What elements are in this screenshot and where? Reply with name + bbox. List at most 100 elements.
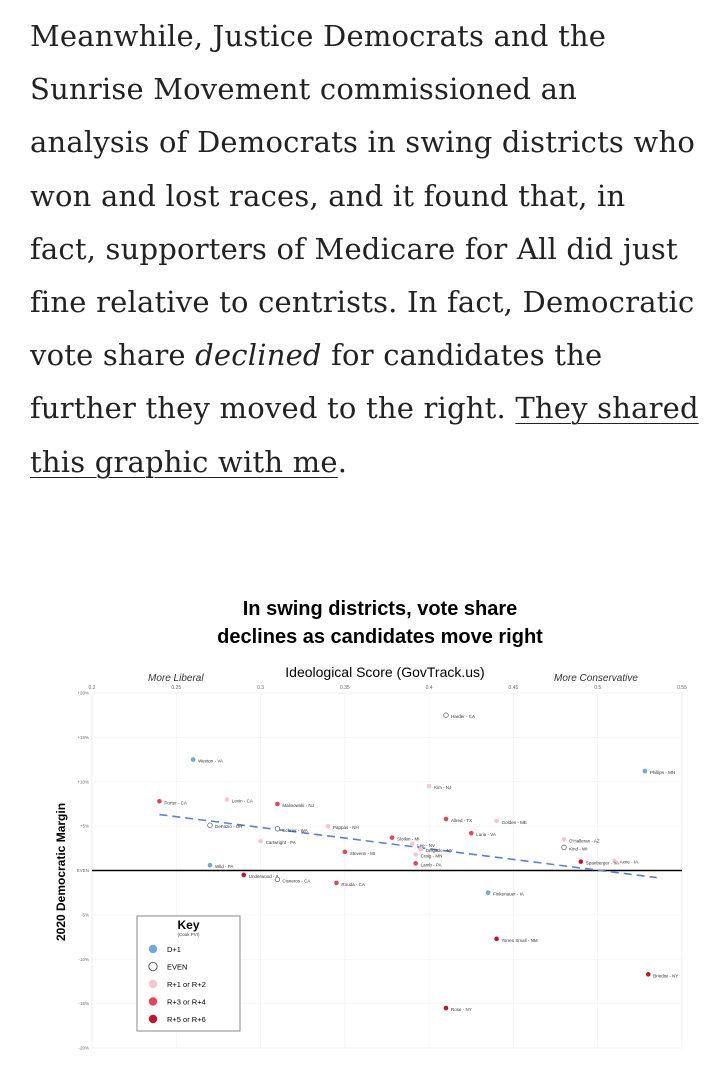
y-tick-label: -15% xyxy=(78,1001,89,1006)
data-point xyxy=(190,757,196,762)
x-right-note: More Conservative xyxy=(554,673,638,684)
data-point xyxy=(325,823,331,829)
legend-label: D+1 xyxy=(167,945,181,954)
data-point-label: Rouda - CA xyxy=(341,882,365,887)
data-point xyxy=(241,872,247,878)
data-point xyxy=(426,783,432,789)
y-tick-label: +10% xyxy=(77,779,89,784)
data-point-label: Spanberger - VA xyxy=(586,861,619,866)
data-point xyxy=(494,936,499,942)
chart-container: In swing districts, vote share declines … xyxy=(40,590,700,1060)
data-point-label: Golden - ME xyxy=(502,820,527,825)
data-point-label: Craig - MN xyxy=(421,854,443,859)
data-point xyxy=(561,844,567,851)
data-point-label: Luria - VA xyxy=(476,832,496,837)
x-tick-label: 0.5 xyxy=(594,685,601,691)
data-point-label: Malinowski - NJ xyxy=(282,803,314,808)
article-text-part-2: for candidates the further they moved to… xyxy=(30,338,603,426)
data-point-label: Cisneros - CA xyxy=(282,878,310,883)
y-tick-label: -20% xyxy=(78,1046,89,1051)
data-point-label: O'Halleran - AZ xyxy=(569,838,600,843)
legend-swatch xyxy=(148,979,158,989)
data-point-label: Allred - TX xyxy=(451,818,472,823)
y-tick-label: +15% xyxy=(77,735,89,740)
data-point xyxy=(389,835,395,840)
x-tick-label: 0.3 xyxy=(257,685,264,691)
x-left-note: More Liberal xyxy=(148,673,204,684)
data-point xyxy=(413,852,418,857)
x-axis-title: Ideological Score (GovTrack.us) xyxy=(285,664,484,680)
legend-swatch xyxy=(148,961,158,972)
data-point xyxy=(274,876,281,883)
data-point xyxy=(578,859,584,864)
data-point xyxy=(409,841,415,847)
data-point-label: Pappas - NH xyxy=(333,825,359,830)
legend-swatch xyxy=(148,1014,158,1024)
legend-label: R+5 or R+6 xyxy=(167,1015,206,1024)
data-point xyxy=(274,826,281,832)
legend-subtitle: (Cook PVI) xyxy=(177,932,200,937)
data-point-label: Brindisi - NY xyxy=(653,973,678,978)
data-point-label: Lee - NV xyxy=(417,843,435,848)
y-tick-label: -5% xyxy=(81,912,89,917)
data-point-label: Underwood - IL xyxy=(249,874,280,879)
data-point xyxy=(561,837,567,842)
data-point-label: Delgado - NY xyxy=(426,848,453,853)
article-text-part-3: . xyxy=(337,444,348,479)
legend-label: EVEN xyxy=(167,963,187,972)
data-point-label: Cartwright - PA xyxy=(266,840,296,845)
data-point-label: Slotkin - MI xyxy=(397,837,420,842)
data-point xyxy=(224,797,230,802)
legend-swatch xyxy=(148,997,158,1006)
y-tick-label: EVEN xyxy=(77,868,89,873)
x-tick-label: 0.25 xyxy=(171,685,181,691)
data-point xyxy=(258,838,263,844)
x-tick-label: 0.55 xyxy=(677,685,687,691)
legend-title: Key xyxy=(177,918,199,932)
data-point-label: Schrier - WA xyxy=(282,828,307,833)
graphic-source-link[interactable]: They shared this graphic with me xyxy=(30,391,699,479)
chart-title-line-2: declines as candidates move right xyxy=(217,626,543,648)
data-point-label: Stevens - MI xyxy=(350,851,375,856)
article-emphasis: declined xyxy=(195,338,322,373)
data-point-label: Phillips - MN xyxy=(650,770,675,775)
chart-title-line-1: In swing districts, vote share xyxy=(243,598,518,620)
data-point xyxy=(418,846,424,852)
legend-box xyxy=(136,915,241,1032)
data-point xyxy=(494,818,499,824)
legend-swatch xyxy=(148,944,158,954)
data-point xyxy=(642,768,648,774)
data-point xyxy=(443,816,449,822)
data-point-label: Kim - NJ xyxy=(434,785,451,790)
article-text: Meanwhile, Justice Democrats and the Sun… xyxy=(30,10,700,489)
scatter-chart: In swing districts, vote share declines … xyxy=(54,598,687,1051)
x-tick-label: 0.35 xyxy=(340,685,350,691)
data-point-label: Finkenauer - IA xyxy=(493,892,524,897)
data-point-label: Rose - NY xyxy=(451,1007,472,1012)
x-tick-label: 0.45 xyxy=(509,685,519,691)
data-point xyxy=(157,798,162,804)
data-point xyxy=(645,972,651,977)
data-point xyxy=(443,1005,449,1011)
trend-line xyxy=(159,813,657,879)
y-axis-title: 2020 Democratic Margin xyxy=(54,803,68,941)
x-tick-label: 0.4 xyxy=(426,685,433,691)
data-point-label: Levin - CA xyxy=(232,799,253,804)
data-point xyxy=(275,801,280,807)
data-point xyxy=(485,890,491,895)
data-point xyxy=(468,830,474,836)
data-point-label: Wexton - VA xyxy=(198,759,223,764)
data-point xyxy=(413,861,418,866)
article-paragraph: Meanwhile, Justice Democrats and the Sun… xyxy=(30,10,700,489)
data-point-label: Torres Small - NM xyxy=(502,938,538,943)
data-point-label: Porter - CA xyxy=(164,800,187,805)
data-point-label: Wild - PA xyxy=(215,864,233,869)
y-tick-label: -10% xyxy=(78,957,89,962)
data-point xyxy=(443,712,449,718)
data-point-label: Harder - CA xyxy=(451,714,475,719)
y-tick-label: +20% xyxy=(77,691,89,696)
data-point xyxy=(207,822,213,828)
article-text-part-1: Meanwhile, Justice Democrats and the Sun… xyxy=(30,19,695,373)
data-point xyxy=(334,880,339,886)
data-point-label: Kind - WI xyxy=(569,846,588,851)
